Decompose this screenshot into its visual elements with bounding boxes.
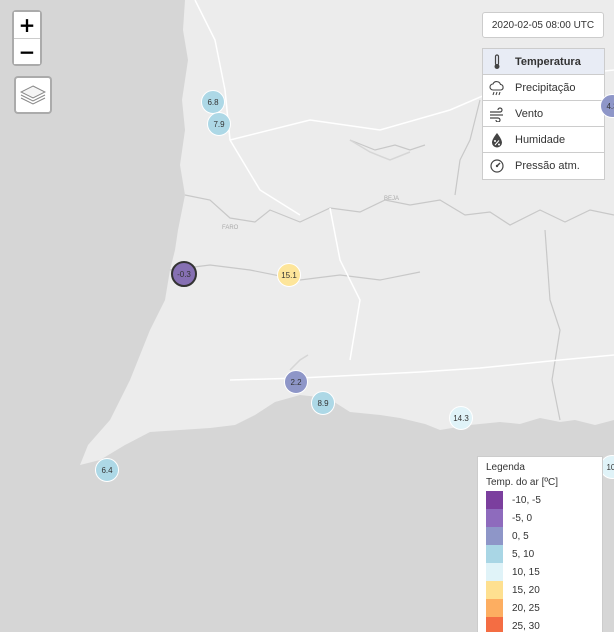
variable-label: Vento: [515, 107, 544, 120]
legend-label: -5, 0: [512, 512, 533, 524]
variable-humidade[interactable]: Humidade: [483, 127, 604, 153]
station-marker[interactable]: 8.9: [311, 391, 335, 415]
legend: Legenda Temp. do ar [ºC] -10, -5 -5, 0 0…: [477, 456, 603, 632]
legend-swatch: [486, 491, 503, 509]
legend-row: -10, -5: [486, 491, 594, 509]
legend-row: 15, 20: [486, 581, 594, 599]
layers-button[interactable]: [14, 76, 52, 114]
zoom-control: + −: [12, 10, 42, 66]
legend-swatch: [486, 509, 503, 527]
gauge-icon: [490, 159, 504, 173]
legend-swatch: [486, 563, 503, 581]
thermometer-icon: [494, 53, 500, 69]
rain-cloud-icon: [489, 80, 504, 95]
legend-swatch: [486, 581, 503, 599]
legend-row: 0, 5: [486, 527, 594, 545]
station-marker[interactable]: 6.4: [95, 458, 119, 482]
legend-label: 20, 25: [512, 602, 540, 614]
legend-swatch: [486, 545, 503, 563]
variable-label: Humidade: [515, 133, 566, 146]
variable-temperatura[interactable]: Temperatura: [483, 49, 604, 75]
legend-title: Legenda: [486, 462, 525, 473]
humidity-icon: [492, 132, 502, 147]
variable-pressao[interactable]: Pressão atm.: [483, 153, 604, 179]
zoom-in-button[interactable]: +: [14, 12, 40, 38]
legend-label: 25, 30: [512, 620, 540, 632]
legend-row: 5, 10: [486, 545, 594, 563]
zoom-out-button[interactable]: −: [14, 38, 40, 64]
variable-label: Pressão atm.: [515, 160, 580, 172]
legend-swatch: [486, 599, 503, 617]
station-marker[interactable]: 6.8: [201, 90, 225, 114]
legend-label: 15, 20: [512, 584, 540, 596]
variable-vento[interactable]: Vento: [483, 101, 604, 127]
legend-label: 5, 10: [512, 548, 535, 560]
variable-precipitacao[interactable]: Precipitação: [483, 75, 604, 101]
variable-menu: Temperatura Precipitação Vento: [482, 48, 605, 180]
legend-swatch: [486, 617, 503, 632]
legend-row: 10, 15: [486, 563, 594, 581]
legend-label: -10, -5: [512, 494, 541, 506]
station-marker[interactable]: 14.3: [449, 406, 473, 430]
legend-row: 25, 30: [486, 617, 594, 632]
legend-subtitle: Temp. do ar [ºC]: [486, 477, 559, 488]
wind-icon: [490, 106, 503, 122]
station-marker[interactable]: 7.9: [207, 112, 231, 136]
legend-row: -5, 0: [486, 509, 594, 527]
variable-label: Precipitação: [515, 81, 576, 94]
station-marker[interactable]: 2.2: [284, 370, 308, 394]
station-marker[interactable]: 15.1: [277, 263, 301, 287]
river: [289, 139, 411, 371]
legend-label: 10, 15: [512, 566, 540, 578]
legend-label: 0, 5: [512, 530, 529, 542]
layers-icon: [20, 85, 46, 105]
admin-borders: [169, 99, 614, 421]
place-label-beja: BEJA: [384, 196, 399, 202]
legend-items: -10, -5 -5, 0 0, 5 5, 10 10, 15 15, 20 2…: [486, 491, 594, 632]
place-label-faro: FARO: [222, 225, 239, 231]
legend-row: 20, 25: [486, 599, 594, 617]
station-marker[interactable]: -0.3: [171, 261, 197, 287]
timestamp-label: 2020-02-05 08:00 UTC: [482, 12, 604, 38]
legend-swatch: [486, 527, 503, 545]
variable-label: Temperatura: [515, 55, 581, 68]
